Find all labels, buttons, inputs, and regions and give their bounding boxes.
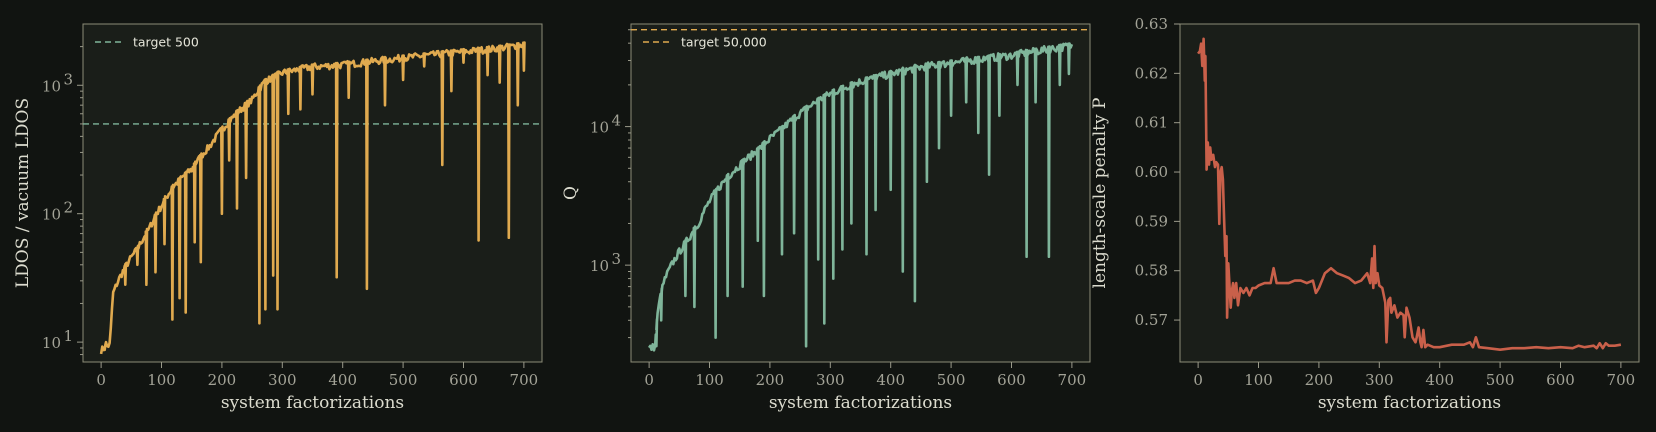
x-tick-label: 100 [147, 371, 176, 389]
y-tick-exponent: 1 [63, 327, 73, 345]
y-axis-label: LDOS / vacuum LDOS [13, 98, 33, 288]
y-tick-label: 0.61 [1135, 114, 1168, 132]
x-tick-label: 500 [937, 371, 966, 389]
x-tick-label: 200 [208, 371, 237, 389]
x-tick-label: 0 [644, 371, 654, 389]
x-axis-label: system factorizations [1318, 393, 1501, 413]
x-tick-label: 400 [328, 371, 357, 389]
y-tick-label: 0.57 [1135, 311, 1168, 329]
x-tick-label: 600 [997, 371, 1026, 389]
x-axis-label: system factorizations [769, 393, 952, 413]
y-tick-label: 10 [42, 77, 61, 95]
y-tick-label: 0.62 [1135, 64, 1168, 82]
chart-panel-3: 0 100 200 300 400 500 600 700 0.57 0.58 0.59 0.60 0.… [1090, 15, 1640, 413]
y-tick-exponent: 4 [611, 112, 621, 130]
y-axis-label: Q [561, 186, 581, 200]
x-tick-label: 700 [1607, 371, 1636, 389]
y-tick-label: 0.63 [1135, 15, 1168, 33]
x-tick-label: 600 [1546, 371, 1575, 389]
x-tick-label: 500 [1486, 371, 1515, 389]
y-tick-base: 10 [590, 119, 609, 137]
y-tick-label: 10 [590, 257, 609, 275]
x-tick-label: 300 [268, 371, 297, 389]
x-tick-label: 100 [1244, 371, 1273, 389]
x-tick-label: 0 [96, 371, 106, 389]
y-tick-exponent: 3 [63, 70, 73, 88]
x-tick-label: 200 [756, 371, 785, 389]
y-tick-base: 10 [42, 77, 61, 95]
x-tick-label: 200 [1305, 371, 1334, 389]
legend-label: target 500 [133, 35, 199, 50]
y-tick-label: 0.58 [1135, 262, 1168, 280]
series-line [99, 41, 526, 355]
legend-label: target 50,000 [681, 35, 767, 50]
y-tick-label: 0.59 [1135, 212, 1168, 230]
y-tick-label: 0.60 [1135, 163, 1168, 181]
series-line [1197, 37, 1622, 351]
x-tick-label: 600 [449, 371, 478, 389]
x-tick-label: 300 [816, 371, 845, 389]
series-line [648, 42, 1074, 352]
x-tick-label: 700 [510, 371, 539, 389]
plot-area [1179, 23, 1640, 363]
y-tick-label: 10 [590, 119, 609, 137]
x-tick-label: 400 [876, 371, 905, 389]
y-tick-base: 10 [590, 257, 609, 275]
y-tick-base: 10 [42, 334, 61, 352]
x-tick-label: 500 [389, 371, 418, 389]
y-tick-label: 10 [42, 334, 61, 352]
y-tick-exponent: 2 [63, 199, 73, 217]
y-tick-label: 10 [42, 206, 61, 224]
x-tick-label: 100 [695, 371, 724, 389]
x-tick-label: 0 [1193, 371, 1203, 389]
x-axis-label: system factorizations [221, 393, 404, 413]
y-tick-base: 10 [42, 206, 61, 224]
x-tick-label: 400 [1425, 371, 1454, 389]
x-tick-label: 300 [1365, 371, 1394, 389]
plot-area [630, 23, 1091, 363]
y-tick-exponent: 3 [611, 250, 621, 268]
y-axis-label: length-scale penalty P [1090, 98, 1110, 289]
x-tick-label: 700 [1058, 371, 1087, 389]
